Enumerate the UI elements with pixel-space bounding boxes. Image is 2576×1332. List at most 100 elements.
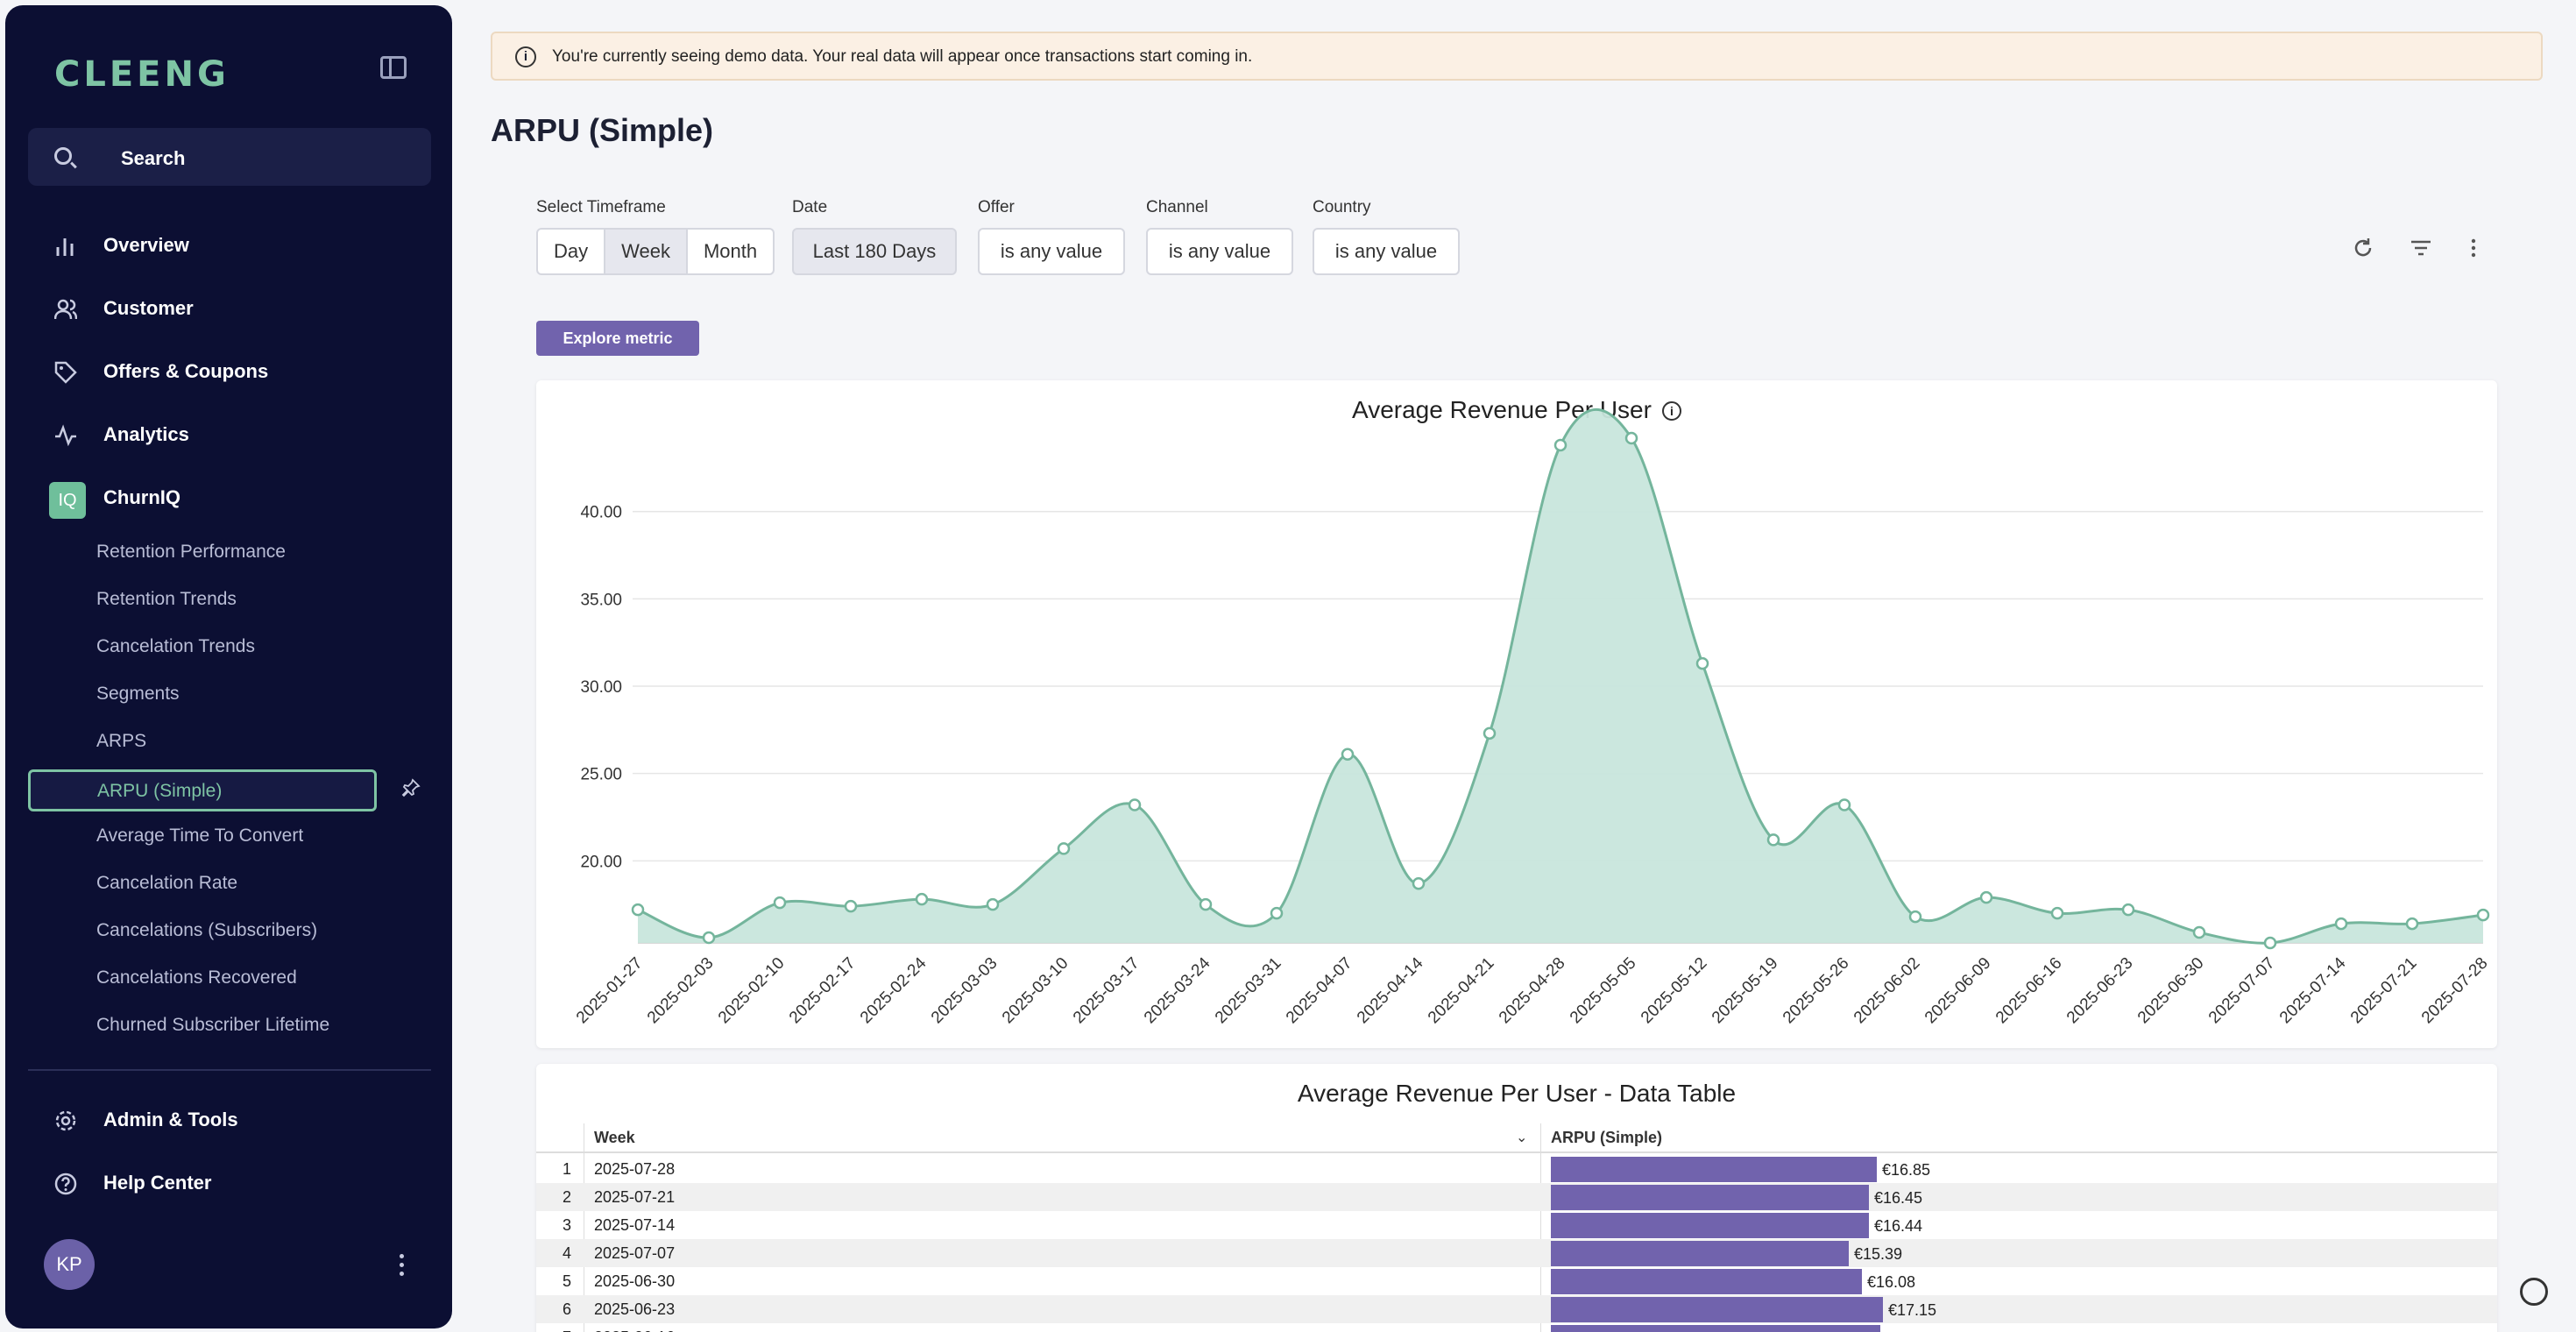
table-row[interactable]: 2 2025-07-21 €16.45 [536, 1183, 2497, 1211]
page-title: ARPU (Simple) [491, 112, 714, 148]
sidebar-item-cancelation-rate[interactable]: Cancelation Rate [96, 873, 238, 893]
table-title: Average Revenue Per User - Data Table [1297, 1080, 1737, 1107]
table-row[interactable]: 4 2025-07-07 €15.39 [536, 1239, 2497, 1267]
y-tick-label: 35.00 [580, 591, 622, 609]
more-vertical-icon[interactable] [396, 1251, 407, 1278]
timeframe-segmented-control: Day Week Month [536, 228, 775, 275]
gear-icon [54, 1109, 77, 1132]
country-filter-label: Country [1313, 198, 1371, 216]
channel-filter-label: Channel [1146, 198, 1208, 216]
value-bar [1551, 1157, 1877, 1182]
data-point [1057, 842, 1071, 855]
column-header-arpu[interactable]: ARPU (Simple) [1551, 1129, 1663, 1146]
search-label: Search [121, 147, 186, 169]
data-point [2050, 906, 2064, 920]
arpu-area-chart: 20.0025.0030.0035.0040.002025-01-272025-… [573, 407, 2492, 1028]
data-point [2405, 917, 2419, 931]
row-index: 3 [562, 1216, 571, 1234]
table-row[interactable]: 5 2025-06-30 €16.08 [536, 1267, 2497, 1295]
table-row[interactable]: 1 2025-07-28 €16.85 [536, 1155, 2497, 1183]
nav-item-customer[interactable]: Customer [28, 282, 431, 335]
x-tick-label: 2025-02-24 [857, 953, 931, 1027]
nav-item-help-center[interactable]: Help Center [28, 1157, 431, 1209]
date-filter-label: Date [792, 198, 828, 216]
y-tick-label: 25.00 [580, 766, 622, 784]
date-filter[interactable]: Last 180 Days [792, 228, 957, 275]
x-tick-label: 2025-04-07 [1283, 954, 1356, 1028]
avatar[interactable]: KP [44, 1239, 95, 1290]
x-tick-label: 2025-04-14 [1354, 953, 1427, 1027]
arpu-data-table-card: Average Revenue Per User - Data Table We… [536, 1064, 2497, 1332]
country-filter[interactable]: is any value [1313, 228, 1460, 275]
row-index: 4 [562, 1244, 571, 1262]
data-point [773, 896, 787, 910]
chat-bubble-icon[interactable] [2520, 1278, 2548, 1306]
nav-item-overview[interactable]: Overview [28, 219, 431, 272]
nav-item-analytics[interactable]: Analytics [28, 408, 431, 461]
data-point [1766, 833, 1780, 847]
data-point [1624, 431, 1638, 445]
data-point [2476, 908, 2490, 922]
value-cell: €15.39 [1854, 1245, 1903, 1263]
x-tick-label: 2025-03-03 [928, 954, 1001, 1028]
timeframe-month[interactable]: Month [703, 240, 758, 262]
sidebar-collapse-icon[interactable] [380, 56, 407, 79]
data-point [1908, 910, 1922, 924]
refresh-icon[interactable] [2348, 237, 2378, 266]
timeframe-week[interactable]: Week [605, 230, 688, 273]
table-row[interactable]: 3 2025-07-14 €16.44 [536, 1211, 2497, 1239]
value-cell: €16.85 [1882, 1161, 1931, 1179]
nav-item-admin-tools[interactable]: Admin & Tools [28, 1094, 431, 1146]
x-tick-label: 2025-03-31 [1212, 954, 1285, 1028]
x-tick-label: 2025-06-09 [1921, 954, 1995, 1028]
data-point [844, 899, 858, 913]
search-box[interactable]: Search [28, 128, 431, 186]
filter-icon[interactable] [2406, 237, 2436, 266]
sidebar-item-retention-trends[interactable]: Retention Trends [96, 589, 237, 609]
sidebar-item-segments[interactable]: Segments [96, 684, 180, 704]
sidebar-item-churned-subscriber-lifetime[interactable]: Churned Subscriber Lifetime [96, 1015, 330, 1035]
value-bar [1551, 1185, 1869, 1210]
data-point [1979, 890, 1993, 904]
info-icon: i [515, 46, 536, 67]
x-tick-label: 2025-05-26 [1780, 954, 1853, 1028]
sidebar-item-retention-performance[interactable]: Retention Performance [96, 542, 286, 562]
sidebar-item-cancelations-subscribers[interactable]: Cancelations (Subscribers) [96, 920, 318, 940]
tag-icon [54, 361, 77, 384]
x-tick-label: 2025-02-03 [644, 954, 718, 1028]
timeframe-day[interactable]: Day [538, 230, 606, 273]
chevron-down-icon[interactable]: ⌄ [1516, 1130, 1528, 1145]
info-icon[interactable]: i [1661, 401, 1681, 421]
data-point [1412, 876, 1426, 890]
y-tick-label: 40.00 [580, 504, 622, 522]
arpu-chart-card: Average Revenue Per User i 20.00 25.00 30.0… [536, 380, 2497, 1048]
more-vertical-icon[interactable] [2459, 237, 2488, 266]
value-cell: €16.44 [1874, 1217, 1923, 1235]
x-tick-label: 2025-05-12 [1638, 954, 1711, 1028]
row-index: 2 [562, 1188, 571, 1206]
offer-filter[interactable]: is any value [978, 228, 1125, 275]
sidebar-item-average-time-to-convert[interactable]: Average Time To Convert [96, 825, 304, 846]
sidebar-item-label: ARPU (Simple) [97, 781, 223, 801]
nav-item-churniq[interactable]: IQ ChurnIQ [28, 471, 431, 524]
nav-item-offers-coupons[interactable]: Offers & Coupons [28, 345, 431, 398]
sidebar-item-cancelation-trends[interactable]: Cancelation Trends [96, 636, 255, 656]
column-header-week[interactable]: Week [594, 1129, 635, 1146]
logo[interactable]: CLEENG [54, 54, 230, 95]
explore-metric-button[interactable]: Explore metric [536, 321, 699, 356]
data-point [1128, 798, 1142, 811]
sidebar-item-arps[interactable]: ARPS [96, 731, 147, 751]
sidebar-item-cancelations-recovered[interactable]: Cancelations Recovered [96, 967, 297, 988]
sidebar-item-arpu-simple[interactable]: ARPU (Simple) [28, 769, 377, 811]
x-tick-label: 2025-06-30 [2134, 954, 2208, 1028]
x-tick-label: 2025-02-10 [715, 954, 789, 1028]
row-index: 7 [536, 1328, 571, 1332]
nav-label: Offers & Coupons [103, 360, 269, 382]
channel-filter[interactable]: is any value [1146, 228, 1293, 275]
pin-icon[interactable] [400, 778, 422, 801]
table-row[interactable]: 6 2025-06-23 €17.15 [536, 1295, 2497, 1323]
x-tick-label: 2025-05-05 [1567, 954, 1640, 1028]
week-cell: 2025-07-21 [594, 1188, 676, 1206]
x-tick-label: 2025-02-17 [786, 954, 860, 1028]
table-row[interactable]: 7 2025-06-16 €17.00 [536, 1323, 2497, 1332]
